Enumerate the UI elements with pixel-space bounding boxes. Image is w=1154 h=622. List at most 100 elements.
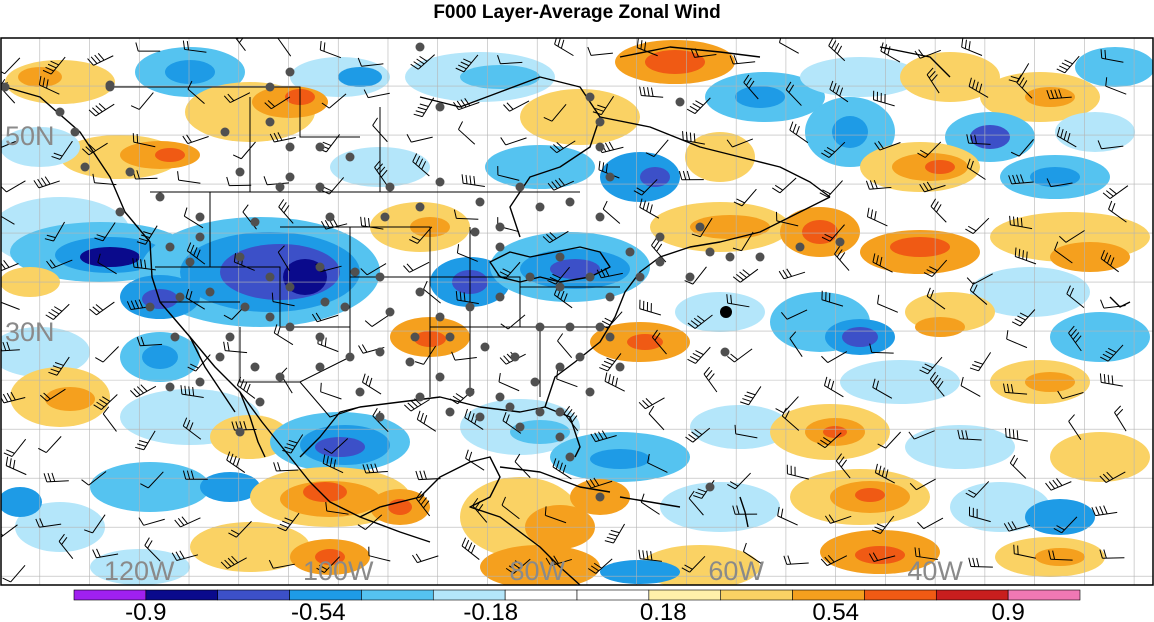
wind-barb bbox=[416, 410, 437, 432]
wind-barb bbox=[171, 550, 199, 562]
wind-barb bbox=[909, 478, 936, 491]
wind-barb bbox=[780, 309, 808, 320]
station-dot bbox=[415, 42, 425, 52]
highlighted-station-marker[interactable] bbox=[720, 306, 732, 318]
station-dot bbox=[525, 272, 535, 282]
wind-barb bbox=[362, 373, 382, 395]
wind-barb bbox=[965, 481, 990, 498]
station-dot bbox=[145, 302, 155, 312]
station-dot bbox=[195, 212, 205, 222]
wind-barb bbox=[1099, 471, 1126, 483]
station-dot bbox=[535, 322, 545, 332]
wind-barb bbox=[543, 104, 567, 122]
station-dot bbox=[605, 172, 615, 182]
wind-map[interactable]: 50N 30N 120W 100W 80W 60W 40W bbox=[0, 37, 1154, 586]
wind-barb bbox=[136, 225, 158, 245]
wind-barb bbox=[869, 343, 894, 354]
station-dot bbox=[385, 182, 395, 192]
wind-barb bbox=[690, 48, 717, 58]
station-dot bbox=[235, 167, 245, 177]
wind-barb bbox=[364, 313, 391, 327]
wind-barb bbox=[592, 95, 615, 116]
wind-barb bbox=[821, 290, 844, 307]
station-dot bbox=[515, 422, 525, 432]
station-dot bbox=[345, 152, 355, 162]
station-dot bbox=[125, 167, 135, 177]
station-dot bbox=[705, 482, 715, 492]
map-frame bbox=[0, 37, 1154, 586]
wind-barb bbox=[960, 376, 981, 397]
wind-barb bbox=[413, 97, 435, 118]
wind-barb bbox=[2, 564, 26, 583]
wind-barb bbox=[872, 253, 893, 273]
map-panel[interactable]: 50N 30N 120W 100W 80W 60W 40W bbox=[0, 37, 1154, 586]
wind-barb bbox=[602, 200, 621, 224]
wind-barb bbox=[1013, 544, 1036, 559]
wind-barb bbox=[223, 92, 251, 103]
wind-barb bbox=[42, 56, 66, 75]
wind-barb bbox=[930, 198, 947, 223]
station-dot bbox=[385, 307, 395, 317]
wind-barb bbox=[144, 537, 161, 562]
colorbar-label: -0.9 bbox=[125, 599, 166, 622]
station-dot bbox=[170, 332, 180, 342]
station-dot bbox=[595, 117, 605, 127]
wind-barb bbox=[557, 333, 573, 359]
station-dot bbox=[220, 127, 230, 137]
wind-barb bbox=[1010, 139, 1034, 157]
wind-barb bbox=[187, 80, 205, 105]
station-dot bbox=[615, 362, 625, 372]
wind-barb bbox=[497, 55, 523, 65]
wind-barb bbox=[1046, 178, 1073, 188]
station-dot bbox=[635, 272, 645, 282]
wind-barb bbox=[182, 470, 208, 480]
station-dot bbox=[555, 407, 565, 417]
station-dot bbox=[235, 252, 245, 262]
wind-barb bbox=[1068, 325, 1082, 352]
latitude-labels: 50N 30N bbox=[5, 121, 55, 347]
station-dot bbox=[555, 432, 565, 442]
wind-barb bbox=[223, 341, 248, 354]
colorbar-label: 0.18 bbox=[640, 599, 687, 622]
station-dot bbox=[315, 182, 325, 192]
station-dot bbox=[565, 197, 575, 207]
station-dot bbox=[235, 427, 245, 437]
wind-barb bbox=[633, 179, 658, 196]
station-dot bbox=[55, 107, 65, 117]
wind-barb bbox=[961, 38, 983, 56]
wind-barb bbox=[1099, 373, 1123, 387]
lon-label-60w: 60W bbox=[708, 556, 764, 586]
wind-barb bbox=[687, 314, 713, 329]
wind-barb bbox=[732, 268, 759, 283]
wind-barb bbox=[727, 348, 753, 363]
station-dot bbox=[585, 272, 595, 282]
wind-barb bbox=[590, 430, 617, 443]
wind-barb bbox=[183, 207, 204, 229]
station-dot bbox=[565, 322, 575, 332]
wind-barb bbox=[1056, 55, 1080, 74]
wind-barb bbox=[545, 555, 573, 567]
station-dot bbox=[195, 377, 205, 387]
wind-barb bbox=[182, 134, 209, 145]
wind-barb bbox=[1, 140, 16, 148]
wind-barb bbox=[919, 356, 943, 375]
wind-barb bbox=[596, 267, 623, 279]
wind-barb bbox=[821, 141, 846, 158]
station-dot bbox=[695, 222, 705, 232]
wind-barb bbox=[273, 462, 299, 472]
wind-barb bbox=[781, 407, 800, 431]
wind-barb bbox=[914, 547, 938, 561]
station-dot bbox=[565, 452, 575, 462]
wind-barb bbox=[423, 280, 441, 304]
wind-barb bbox=[497, 166, 520, 181]
station-dot bbox=[380, 212, 390, 222]
station-dot bbox=[285, 322, 295, 332]
station-dot bbox=[445, 407, 455, 417]
wind-barb bbox=[549, 140, 576, 154]
wind-barb bbox=[453, 209, 479, 220]
wind-barb bbox=[414, 345, 437, 365]
wind-barb bbox=[829, 80, 849, 103]
wind-barb bbox=[1048, 550, 1073, 561]
station-dot bbox=[515, 182, 525, 192]
wind-barb bbox=[636, 38, 658, 57]
